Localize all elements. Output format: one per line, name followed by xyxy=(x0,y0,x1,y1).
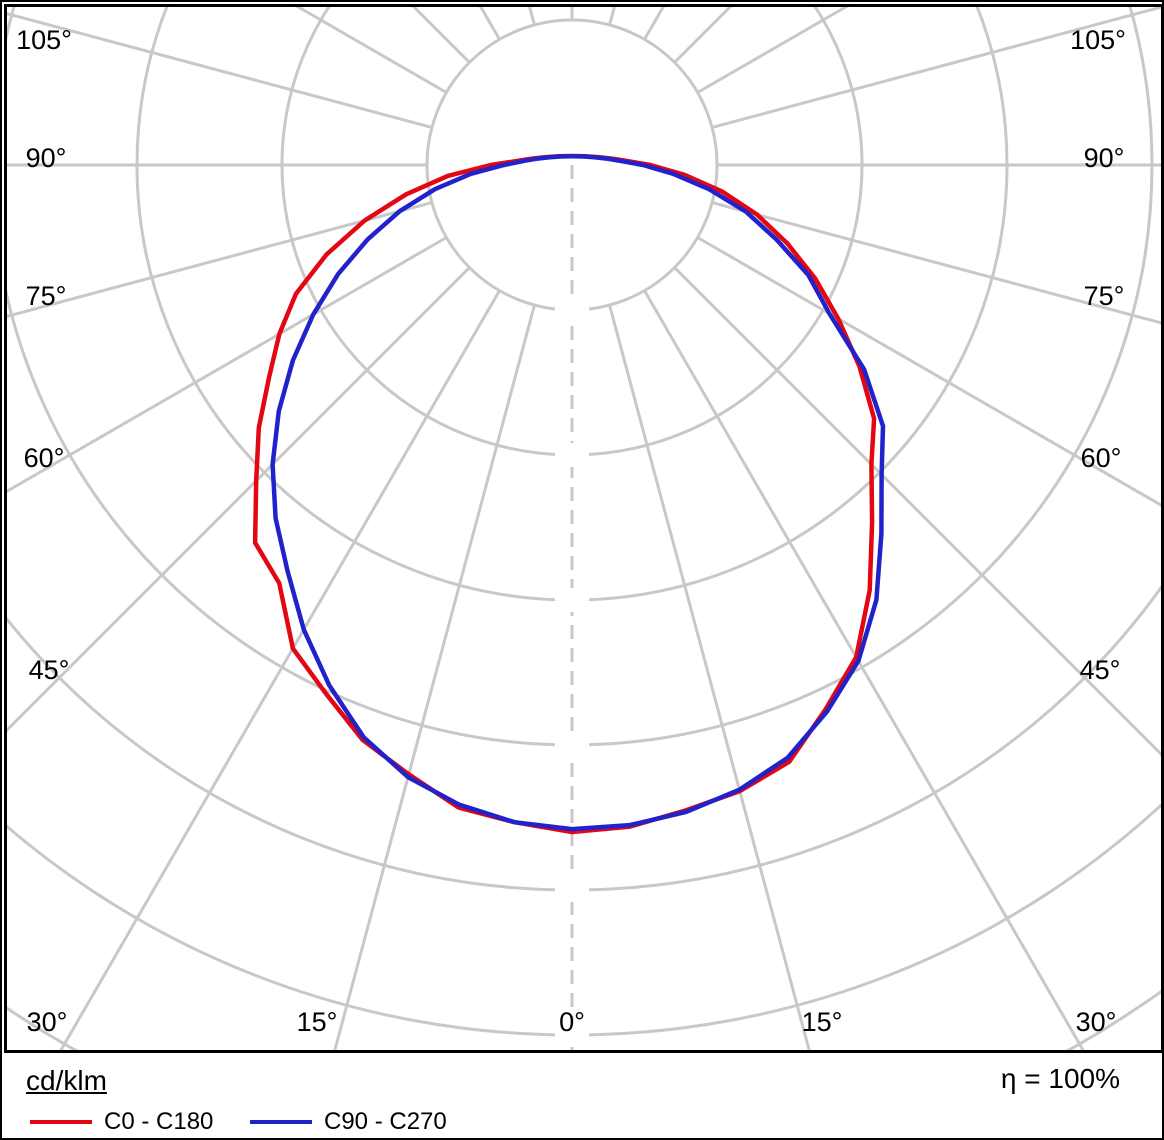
ring-value-box xyxy=(555,443,589,467)
legend-item-c90-c270: C90 - C270 xyxy=(250,1105,447,1138)
radial-grid-line xyxy=(608,304,812,1053)
angle-label-left: 0° xyxy=(559,1007,585,1037)
legend: C0 - C180 C90 - C270 xyxy=(2,1105,1162,1138)
angle-label-left: 60° xyxy=(24,443,65,473)
legend-label-c90-c270: C90 - C270 xyxy=(324,1108,447,1135)
polar-intensity-chart: 105° 105° 90° 90° 75° 75° 60° 60° 45° 45° 30° 30° 15… xyxy=(4,4,1162,1053)
angle-label-right: 105° xyxy=(1070,25,1126,55)
grid-ring xyxy=(4,4,1154,747)
radial-grid-line xyxy=(608,4,617,26)
radial-grid-line xyxy=(673,266,1162,758)
ring-value-box xyxy=(555,298,589,322)
chart-frame xyxy=(4,4,1162,1053)
radial-grid-line xyxy=(696,236,1162,508)
radial-grid-line xyxy=(527,4,536,26)
ring-value-box xyxy=(555,588,589,612)
radial-grid-line xyxy=(4,266,471,736)
curve-c0-c180 xyxy=(252,153,877,835)
radial-grid-line xyxy=(57,289,501,1053)
legend-label-c0-c180: C0 - C180 xyxy=(104,1108,214,1135)
angle-label-left: 30° xyxy=(27,1007,68,1037)
c90-c270-line-swatch xyxy=(250,1120,312,1124)
angle-label-right: 60° xyxy=(1081,443,1122,473)
angle-label-right: 30° xyxy=(1076,1007,1117,1037)
units-label: cd/klm xyxy=(26,1065,107,1096)
radial-grid-line xyxy=(332,304,536,1053)
radial-grid-line xyxy=(711,5,1162,129)
angle-label-left: 105° xyxy=(16,25,72,55)
angle-label-right: 15° xyxy=(802,1007,843,1037)
efficiency-label: η = 100% xyxy=(1000,1063,1120,1094)
ring-value-box xyxy=(555,878,589,902)
c0-c180-line-swatch xyxy=(30,1120,92,1124)
angle-label-left: 45° xyxy=(29,655,70,685)
radial-grid-line xyxy=(643,289,1087,1053)
angle-label-right: 75° xyxy=(1084,281,1125,311)
angle-label-left: 15° xyxy=(297,1007,338,1037)
angle-label-right: 45° xyxy=(1080,655,1121,685)
chart-footer: cd/klm η = 100% C0 - C180 C90 - C270 xyxy=(2,1053,1162,1138)
radial-grid-line xyxy=(408,4,471,64)
ring-value-box xyxy=(555,733,589,757)
radial-grid-line xyxy=(4,201,433,319)
radial-grid-line xyxy=(4,11,433,129)
legend-item-c0-c180: C0 - C180 xyxy=(30,1105,214,1138)
angle-label-right: 90° xyxy=(1084,143,1125,173)
curve-c90-c270 xyxy=(270,154,886,832)
radial-grid-line xyxy=(711,201,1162,325)
radial-grid-line xyxy=(4,236,448,495)
ring-value-box xyxy=(555,1023,589,1047)
angle-label-left: 75° xyxy=(26,281,67,311)
angle-label-left: 90° xyxy=(26,143,67,173)
